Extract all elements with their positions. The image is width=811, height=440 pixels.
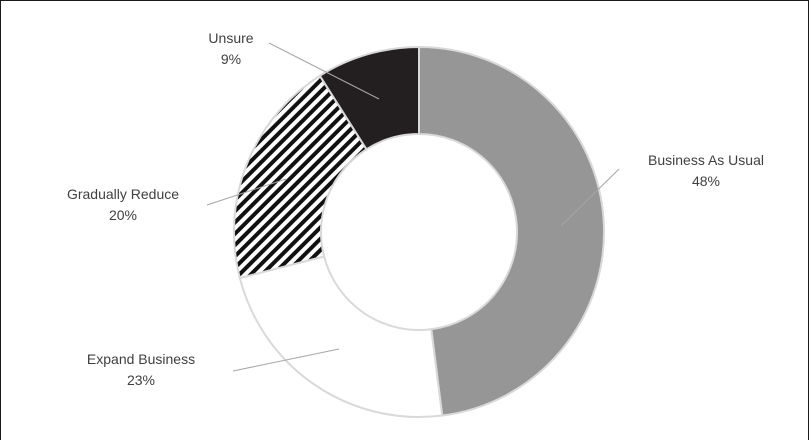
label-value-expand-business: 23% [127, 372, 155, 388]
slices-group [233, 45, 605, 418]
slice-expand-business [238, 255, 444, 418]
label-name-expand-business: Expand Business [87, 351, 195, 367]
leader-line-unsure [268, 42, 380, 100]
leader-line-expand-business [232, 348, 340, 372]
label-name-unsure: Unsure [208, 30, 253, 46]
label-value-unsure: 9% [221, 51, 241, 67]
label-gradually-reduce: Gradually Reduce 20% [67, 186, 179, 223]
leader-lines-group [206, 42, 620, 372]
label-business-as-usual: Business As Usual 48% [648, 152, 764, 189]
label-value-business-as-usual: 48% [692, 173, 720, 189]
leader-line-business-as-usual [560, 168, 620, 227]
slice-business-as-usual [418, 45, 605, 417]
slice-unsure [318, 45, 420, 151]
label-value-gradually-reduce: 20% [109, 207, 137, 223]
label-unsure: Unsure 9% [208, 30, 253, 67]
label-expand-business: Expand Business 23% [87, 351, 195, 388]
donut-chart: Business As Usual 48% Expand Business 23% Gr… [67, 30, 764, 418]
labels-group: Business As Usual 48% Expand Business 23% Gr… [67, 30, 764, 388]
label-name-business-as-usual: Business As Usual [648, 152, 764, 168]
label-name-gradually-reduce: Gradually Reduce [67, 186, 179, 202]
leader-line-gradually-reduce [206, 178, 287, 206]
slice-gradually-reduce [233, 74, 368, 280]
